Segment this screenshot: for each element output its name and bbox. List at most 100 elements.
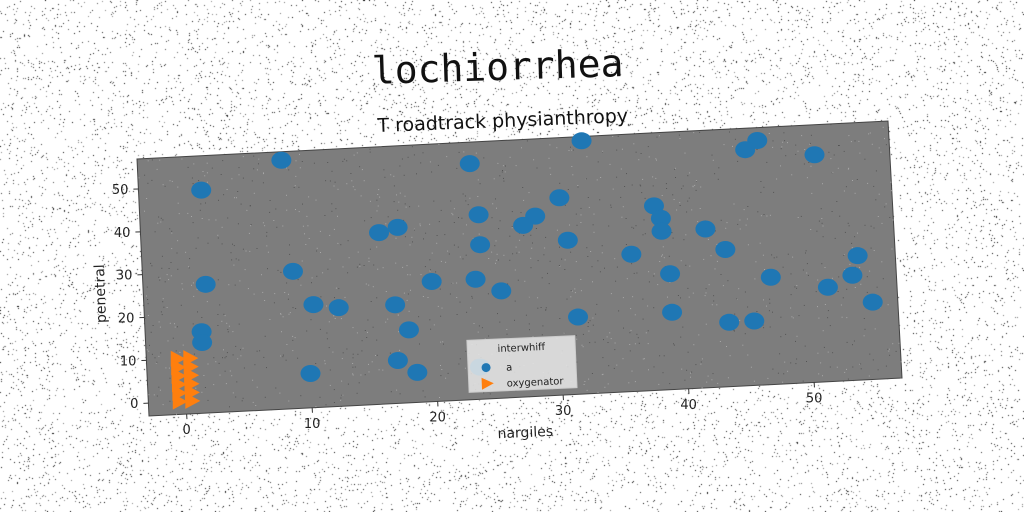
speckle-dot — [373, 265, 374, 266]
speckle-dot — [269, 212, 270, 213]
speckle-dot — [442, 341, 443, 342]
speckle-dot — [590, 320, 591, 321]
speckle-dot — [586, 156, 587, 157]
speckle-dot — [790, 308, 791, 309]
speckle-dot — [506, 329, 507, 330]
speckle-dot — [527, 140, 528, 141]
speckle-dot — [727, 222, 728, 223]
speckle-dot — [354, 155, 355, 156]
speckle-dot — [466, 255, 467, 256]
speckle-dot — [170, 378, 171, 379]
speckle-dot — [324, 360, 325, 361]
speckle-dot — [222, 243, 223, 244]
speckle-dot — [355, 189, 356, 190]
speckle-dot — [594, 232, 595, 233]
speckle-dot — [334, 297, 335, 298]
speckle-dot — [171, 275, 172, 276]
speckle-dot — [317, 248, 318, 249]
speckle-dot — [289, 254, 290, 255]
speckle-dot — [408, 157, 409, 158]
speckle-dot — [205, 203, 206, 204]
speckle-dot — [662, 195, 663, 196]
speckle-dot — [633, 228, 634, 229]
speckle-dot — [807, 177, 808, 178]
speckle-dot — [576, 362, 577, 363]
speckle-dot — [248, 288, 249, 289]
speckle-dot — [223, 194, 224, 195]
speckle-dot — [576, 214, 577, 215]
speckle-dot — [383, 267, 384, 268]
speckle-dot — [901, 361, 902, 362]
speckle-dot — [254, 193, 255, 194]
speckle-dot — [439, 397, 440, 398]
data-point — [271, 152, 291, 169]
speckle-dot — [311, 282, 312, 283]
speckle-dot — [275, 209, 276, 210]
speckle-dot — [154, 394, 155, 395]
data-point — [572, 132, 592, 149]
speckle-dot — [373, 327, 374, 328]
data-point — [513, 217, 533, 234]
speckle-dot — [441, 210, 442, 211]
speckle-dot — [250, 205, 251, 206]
speckle-dot — [340, 398, 341, 399]
speckle-dot — [756, 311, 757, 312]
speckle-dot — [330, 370, 331, 371]
speckle-dot — [832, 352, 833, 353]
speckle-dot — [299, 154, 300, 155]
speckle-dot — [631, 263, 632, 264]
speckle-dot — [544, 248, 545, 249]
speckle-dot — [827, 317, 828, 318]
speckle-dot — [600, 271, 601, 272]
speckle-dot — [395, 263, 396, 264]
speckle-dot — [348, 240, 349, 241]
speckle-dot — [202, 218, 203, 219]
speckle-dot — [483, 157, 484, 158]
speckle-dot — [889, 349, 890, 350]
speckle-dot — [326, 404, 327, 405]
speckle-dot — [653, 276, 654, 277]
speckle-dot — [330, 259, 331, 260]
speckle-dot — [699, 132, 700, 133]
speckle-dot — [421, 274, 422, 275]
speckle-dot — [226, 383, 227, 384]
speckle-dot — [874, 228, 875, 229]
data-point — [848, 247, 868, 264]
speckle-dot — [377, 210, 378, 211]
speckle-dot — [391, 391, 392, 392]
speckle-dot — [477, 196, 478, 197]
speckle-dot — [255, 405, 256, 406]
speckle-dot — [171, 231, 172, 232]
speckle-dot — [669, 256, 670, 257]
speckle-dot — [402, 267, 403, 268]
x-axis-label: nargiles — [497, 424, 553, 442]
speckle-dot — [410, 244, 411, 245]
speckle-dot — [848, 135, 849, 136]
speckle-dot — [583, 346, 584, 347]
speckle-dot — [414, 230, 415, 231]
speckle-dot — [859, 267, 860, 268]
speckle-dot — [406, 207, 407, 208]
speckle-dot — [799, 315, 800, 316]
speckle-dot — [302, 261, 303, 262]
speckle-dot — [405, 196, 406, 197]
speckle-dot — [887, 349, 888, 350]
speckle-dot — [798, 217, 799, 218]
speckle-dot — [600, 177, 601, 178]
speckle-dot — [159, 160, 160, 161]
speckle-dot — [438, 306, 439, 307]
speckle-dot — [145, 318, 146, 319]
x-tick-label: 40 — [680, 398, 697, 413]
speckle-dot — [325, 363, 326, 364]
speckle-dot — [440, 289, 441, 290]
speckle-dot — [530, 235, 531, 236]
speckle-dot — [594, 214, 595, 215]
data-point — [842, 267, 862, 284]
speckle-dot — [500, 220, 501, 221]
speckle-dot — [420, 225, 421, 226]
speckle-dot — [446, 156, 447, 157]
speckle-dot — [340, 244, 341, 245]
speckle-dot — [507, 334, 508, 335]
speckle-dot — [207, 163, 208, 164]
speckle-dot — [192, 178, 193, 179]
